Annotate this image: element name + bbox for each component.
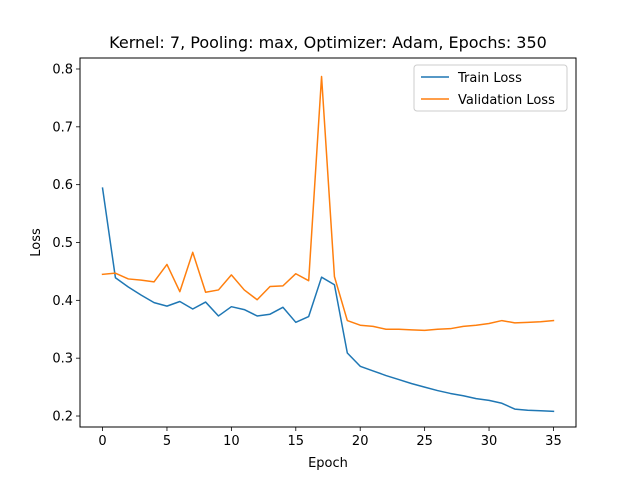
y-tick-label: 0.7	[52, 120, 73, 135]
y-axis: 0.2 0.3 0.4 0.5 0.6 0.7 0.8	[52, 62, 80, 425]
x-axis: 0 5 10 15 20 25 30 35	[98, 427, 562, 449]
y-tick-label: 0.8	[52, 62, 73, 77]
chart-title: Kernel: 7, Pooling: max, Optimizer: Adam…	[109, 33, 547, 52]
series-layer	[101, 75, 555, 413]
series-line-train-loss	[101, 187, 555, 413]
x-tick-label: 5	[163, 434, 171, 449]
x-tick-label: 10	[223, 434, 240, 449]
y-tick-label: 0.2	[52, 410, 73, 425]
legend-box	[413, 64, 568, 112]
y-tick-label: 0.3	[52, 352, 73, 367]
x-tick-label: 35	[545, 434, 562, 449]
y-tick-label: 0.6	[52, 178, 73, 193]
legend-label-train-loss: Train Loss	[457, 71, 522, 86]
series-line-validation-loss	[101, 75, 555, 332]
x-tick-label: 30	[481, 434, 498, 449]
legend: Train Loss Validation Loss	[413, 64, 568, 112]
y-tick-label: 0.4	[52, 294, 73, 309]
y-axis-label: Loss	[29, 228, 44, 257]
legend-label-validation-loss: Validation Loss	[458, 93, 555, 108]
x-axis-label: Epoch	[308, 456, 348, 471]
y-tick-label: 0.5	[52, 236, 73, 251]
x-tick-label: 20	[352, 434, 369, 449]
x-tick-label: 0	[98, 434, 106, 449]
x-tick-label: 15	[288, 434, 305, 449]
x-tick-label: 25	[416, 434, 433, 449]
